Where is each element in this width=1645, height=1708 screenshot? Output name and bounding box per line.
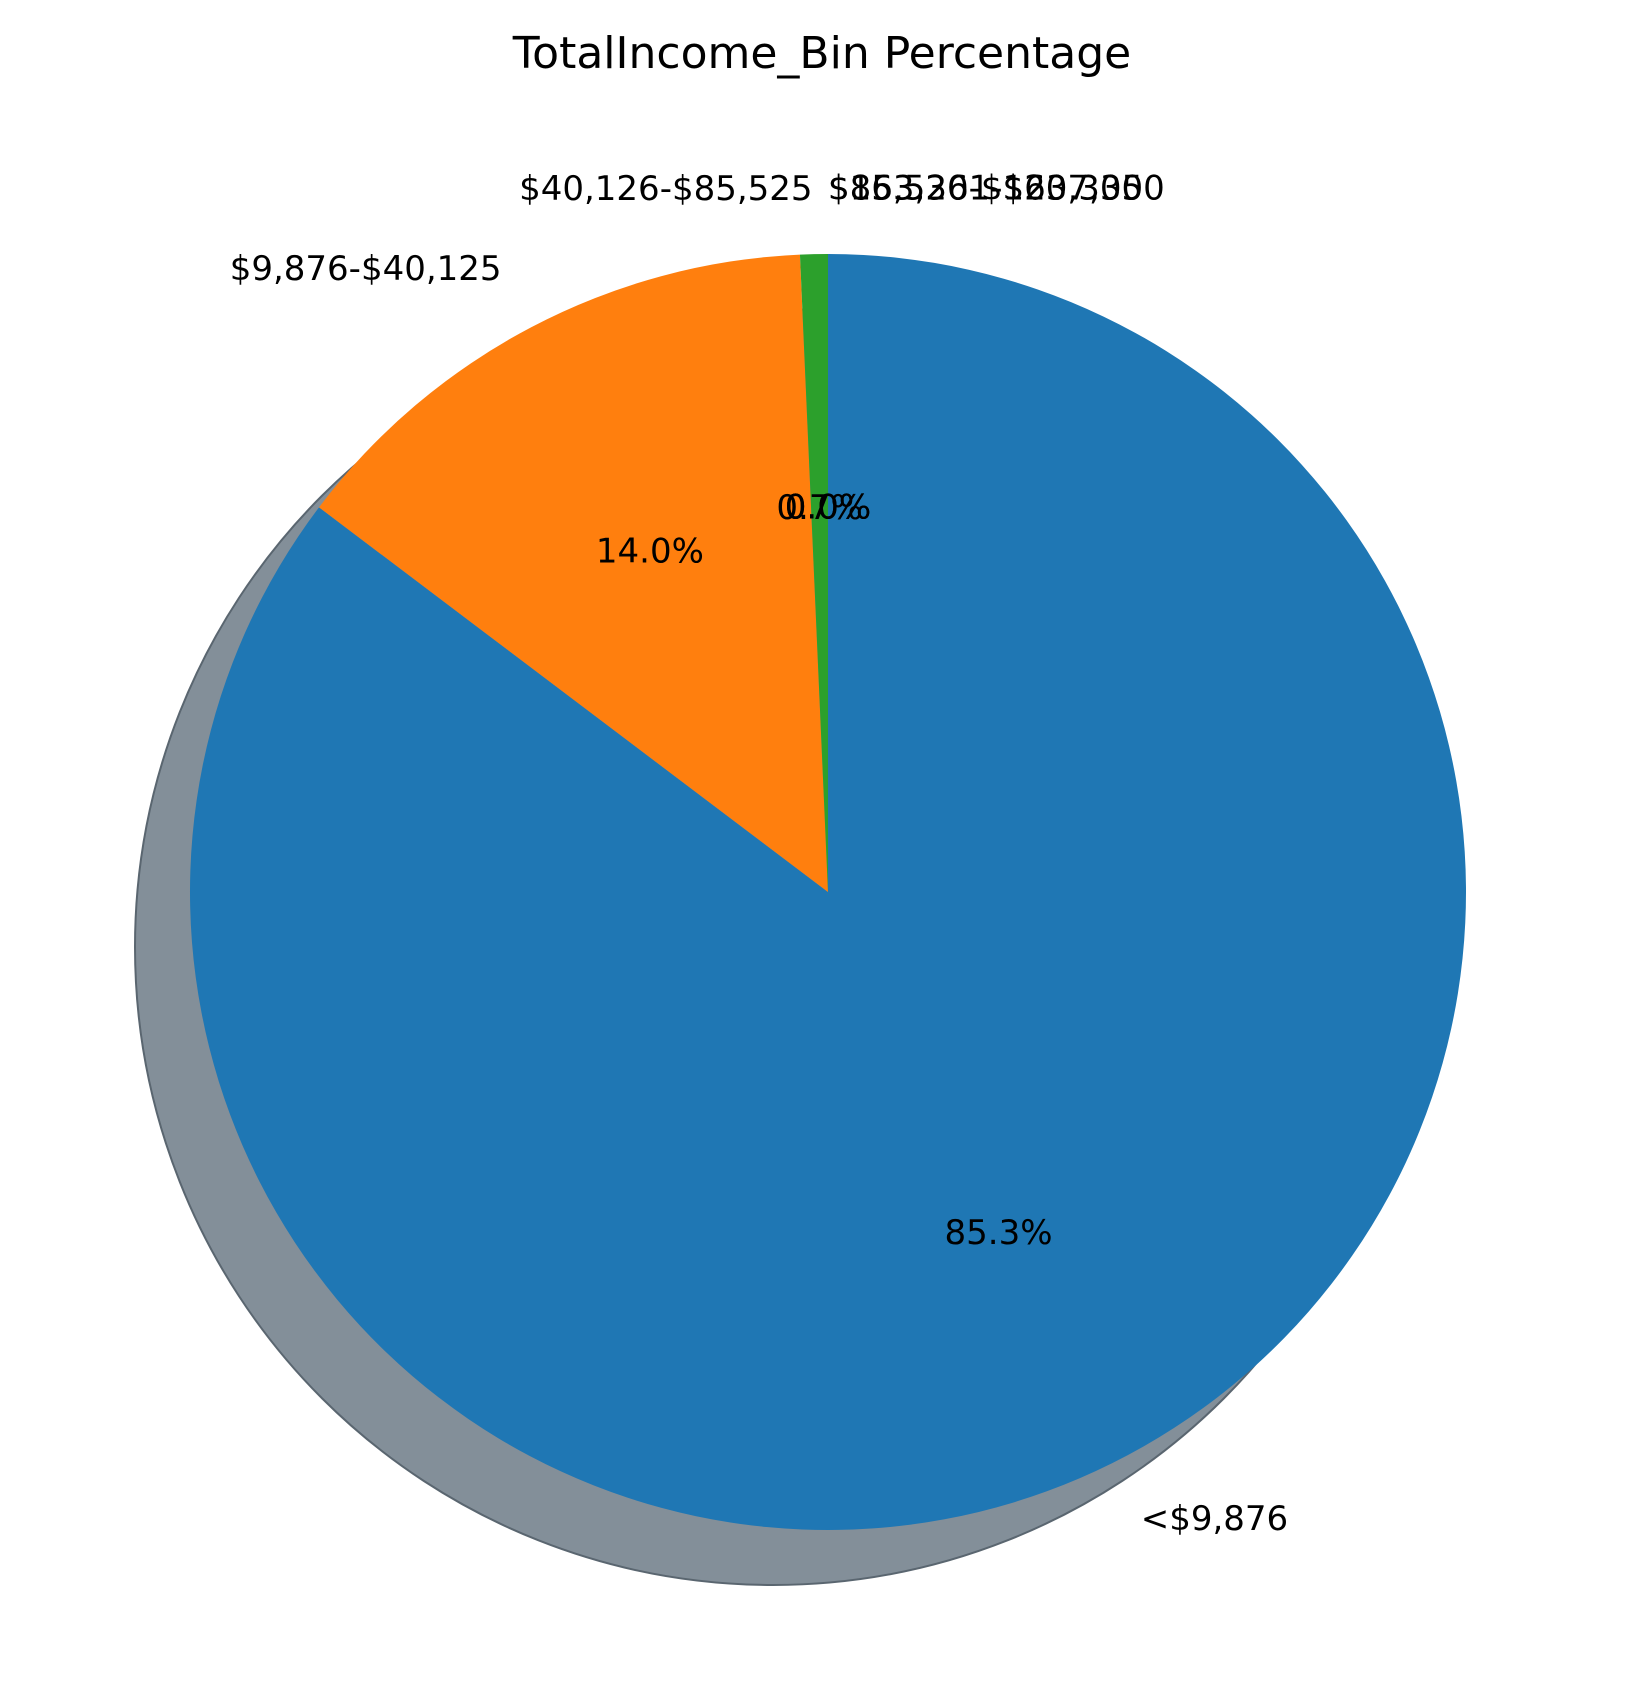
slice-label-2: $40,126-$85,525 <box>519 169 812 209</box>
slice-label-1: $9,876-$40,125 <box>230 249 502 289</box>
slice-pct-4: 0.0% <box>785 488 871 528</box>
slice-label-4: $163,301-$207,350 <box>828 169 1165 209</box>
slice-pct-0: 85.3% <box>945 1213 1053 1253</box>
chart-title: TotalIncome_Bin Percentage <box>512 28 1131 79</box>
slice-label-0: <$9,876 <box>1141 1499 1288 1539</box>
slice-pct-1: 14.0% <box>596 532 704 572</box>
